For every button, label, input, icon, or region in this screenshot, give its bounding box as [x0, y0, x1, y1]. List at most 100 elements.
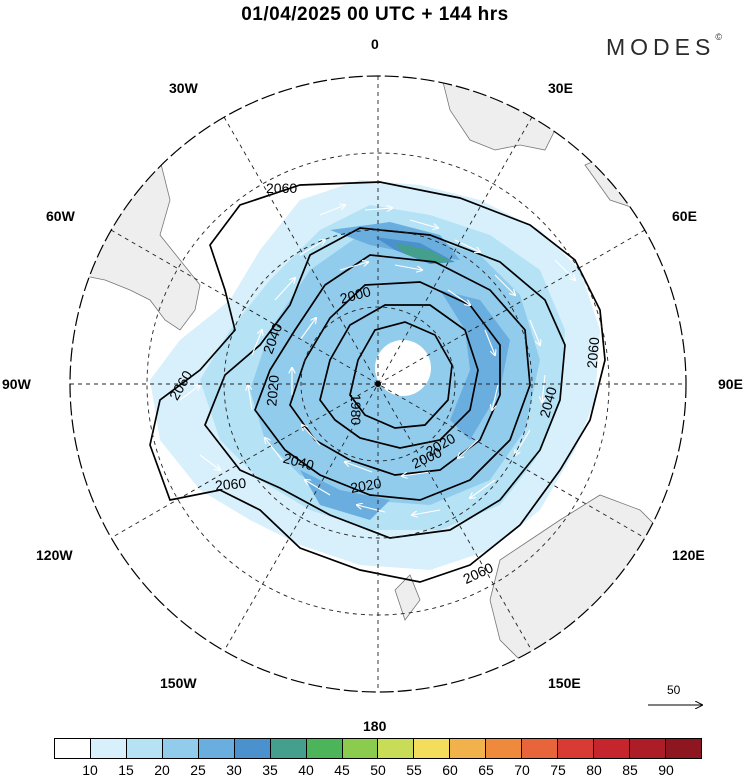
colorbar-cell	[90, 739, 127, 758]
contour-label: 2020	[349, 475, 383, 496]
wind-vector	[179, 385, 200, 401]
contour-label: 2040	[282, 450, 316, 474]
colorbar-cell	[55, 739, 91, 758]
wind-vector	[458, 439, 479, 458]
contour-label: 1980	[348, 394, 364, 425]
wind-vector	[447, 289, 470, 305]
colorbar-tick-label: 10	[82, 762, 98, 778]
meridian-60	[110, 229, 646, 539]
wind-vector	[199, 454, 220, 470]
contour-2040	[204, 227, 566, 539]
wind-vector	[299, 240, 325, 256]
contour-label: 2020	[263, 374, 282, 407]
colorbar-tick-label: 85	[622, 762, 638, 778]
wind-vector	[274, 278, 295, 301]
brand-logo: MODES©	[606, 32, 722, 61]
wind-vector	[494, 274, 515, 295]
wind-vector	[305, 480, 331, 496]
wind-vector	[402, 471, 431, 476]
colorbar-cell	[414, 739, 451, 758]
wind-vector	[345, 462, 373, 473]
pole-marker	[375, 381, 381, 387]
colorbar-tick-label: 65	[478, 762, 494, 778]
contour-label: 2060	[584, 336, 603, 369]
wind-vector	[394, 264, 422, 270]
map-border	[69, 75, 687, 693]
lon-label-30e: 30E	[548, 80, 573, 96]
colorbar-tick-label: 70	[514, 762, 530, 778]
colorbar-cell	[378, 739, 415, 758]
colorbar-cell	[450, 739, 487, 758]
lon-label-0: 0	[371, 36, 379, 52]
lon-label-120w: 120W	[36, 547, 73, 563]
colorbar-cell	[594, 739, 630, 758]
colorbar-cell	[665, 739, 701, 758]
wind-vector	[470, 479, 496, 498]
lon-label-90w: 90W	[2, 376, 31, 392]
contour-1960	[349, 321, 453, 429]
lon-label-60w: 60W	[46, 208, 75, 224]
wind-vector	[409, 219, 438, 228]
colorbar-tick-label: 80	[586, 762, 602, 778]
contour-2060	[149, 181, 606, 583]
colorbar-tick-label: 45	[334, 762, 350, 778]
colorbar	[54, 738, 702, 759]
lon-label-180: 180	[363, 718, 387, 734]
wind-vector	[529, 319, 540, 345]
meridian-30	[223, 116, 533, 652]
lon-label-120e: 120E	[672, 547, 705, 563]
contour-1980	[319, 304, 479, 449]
wind-vector	[299, 318, 316, 341]
wind-vector	[542, 374, 545, 402]
colorbar-tick-label: 30	[226, 762, 242, 778]
wind-vector	[248, 385, 253, 411]
wind-vector	[560, 459, 576, 485]
height-contours	[149, 181, 606, 583]
wind-vector	[357, 505, 386, 513]
new-zealand	[394, 574, 421, 621]
wind-vector	[484, 329, 495, 355]
colorbar-tick-label: 60	[442, 762, 458, 778]
colorbar-cell	[126, 739, 163, 758]
colorbar-cell	[234, 739, 271, 758]
contour-2000	[289, 281, 501, 476]
colorbar-cell	[630, 739, 666, 758]
wind-vector	[492, 384, 499, 410]
colorbar-tick-label: 55	[406, 762, 422, 778]
wind-vector	[412, 509, 441, 515]
colorbar-tick-label: 35	[262, 762, 278, 778]
meridian-30e	[223, 116, 533, 652]
contour-2020	[254, 254, 531, 501]
reference-vector-label: 50	[667, 683, 681, 697]
lon-label-150e: 150E	[548, 675, 581, 691]
lon-label-90e: 90E	[718, 376, 743, 392]
meridian-60e	[110, 229, 646, 539]
wind-vector	[554, 259, 575, 280]
colorbar-tick-label: 90	[658, 762, 674, 778]
wind-vector	[364, 208, 392, 210]
wind-vectors	[179, 205, 576, 515]
contour-label: 2060	[214, 475, 247, 494]
lon-label-30w: 30W	[169, 80, 198, 96]
colorbar-cell	[306, 739, 343, 758]
shade-25-30-east	[440, 290, 510, 440]
copyright-mark: ©	[715, 32, 722, 42]
colorbar-ticks: 10 15 20 25 30 35 40 45 50 55 60 65 70 75 80 85 90	[54, 762, 702, 780]
map-title: 01/04/2025 00 UTC + 144 hrs	[241, 4, 509, 25]
colorbar-cell	[486, 739, 523, 758]
contour-label: 2040	[536, 385, 560, 419]
wind-vector	[339, 262, 368, 271]
wind-vector	[319, 205, 345, 216]
lon-label-150w: 150W	[160, 675, 197, 691]
colorbar-tick-label: 75	[550, 762, 566, 778]
wind-vector	[515, 429, 531, 455]
wind-vector	[302, 425, 321, 446]
brand-text: MODES	[606, 34, 716, 60]
colorbar-tick-label: 15	[118, 762, 134, 778]
shade-calm-center	[375, 340, 431, 396]
polar-map: 2060 2040 2020 2000 1980 2060 2040 2020 …	[69, 75, 750, 735]
colorbar-cell	[162, 739, 199, 758]
colorbar-tick-label: 50	[370, 762, 386, 778]
wind-vector	[251, 330, 262, 356]
colorbar-cell	[342, 739, 379, 758]
